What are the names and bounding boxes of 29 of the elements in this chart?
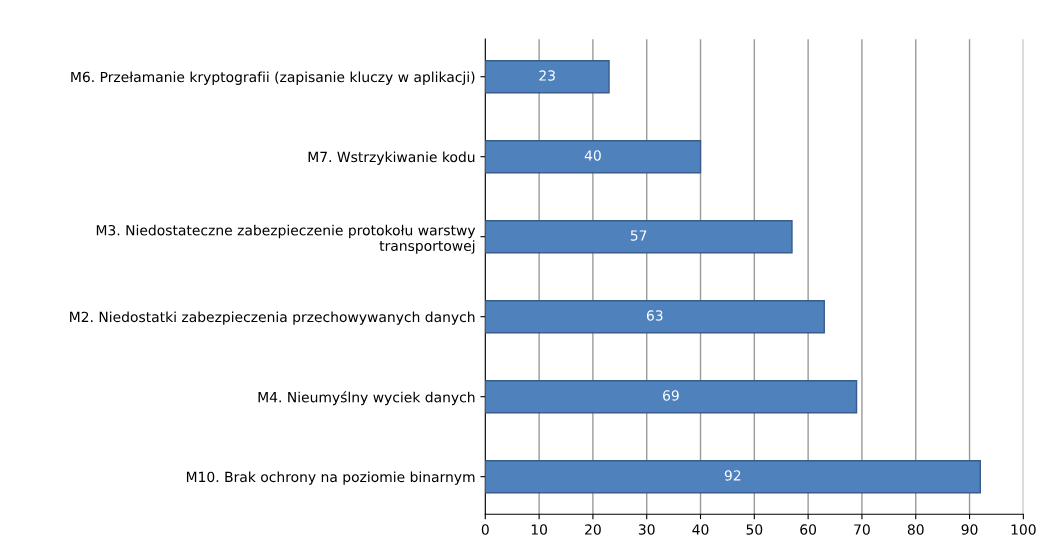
- data-label: 57: [630, 230, 647, 241]
- y-tick-label: M2. Niedostatki zabezpieczenia przechowywanych danych: [70, 311, 475, 325]
- bar: [485, 459, 982, 494]
- x-tick-label: 60: [800, 524, 817, 535]
- x-tick-label: 70: [854, 524, 870, 535]
- y-tick-label: M6. Przełamanie kryptografii (zapisanie kluczy w aplikacji): [71, 71, 475, 85]
- data-label: 40: [584, 150, 601, 161]
- x-tick-label: 90: [961, 524, 978, 535]
- x-tick-label: 80: [907, 524, 924, 535]
- x-tick-label: 20: [585, 524, 601, 535]
- x-tick-label: 0: [481, 524, 489, 535]
- y-tick-label: M3. Niedostateczne zabezpieczenie protokołu warstwy transportowej: [96, 224, 476, 254]
- y-tick-label: M10. Brak ochrony na poziomie binarnym: [186, 471, 475, 485]
- data-label: 69: [663, 390, 679, 401]
- x-tick-label: 100: [1011, 524, 1036, 535]
- bar: [485, 140, 702, 174]
- y-tick-label: M4. Nieumyślny wyciek danych: [258, 391, 475, 406]
- data-label: 92: [724, 470, 741, 481]
- y-tick-label: M7. Wstrzykiwanie kodu: [308, 151, 475, 165]
- data-label: 63: [646, 310, 663, 321]
- bar: [485, 60, 610, 94]
- bar: [485, 379, 858, 414]
- x-tick-label: 10: [531, 524, 548, 535]
- bar: [485, 220, 793, 254]
- x-tick-label: 50: [746, 524, 763, 535]
- data-label: 23: [539, 70, 555, 81]
- x-tick-label: 40: [692, 524, 709, 535]
- x-tick-label: 30: [638, 524, 655, 535]
- bar: [485, 300, 825, 334]
